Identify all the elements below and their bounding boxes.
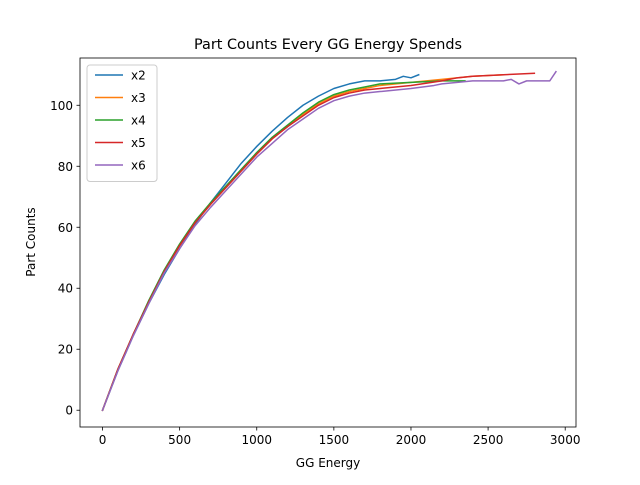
y-tick-label: 100	[50, 99, 73, 113]
x-tick-label: 0	[99, 433, 107, 447]
y-tick-label: 60	[58, 221, 73, 235]
y-tick-label: 20	[58, 343, 73, 357]
y-tick-label: 0	[65, 404, 73, 418]
legend-label-x3: x3	[131, 91, 146, 105]
y-tick-label: 80	[58, 160, 73, 174]
x-tick-label: 1000	[241, 433, 272, 447]
x-tick-label: 2000	[396, 433, 427, 447]
legend-label-x2: x2	[131, 69, 146, 83]
legend-box	[86, 64, 158, 182]
legend-label-x6: x6	[131, 159, 146, 173]
legend: x2 x3 x4 x5 x6	[86, 64, 158, 182]
chart-title: Part Counts Every GG Energy Spends	[194, 37, 462, 53]
legend-label-x4: x4	[131, 114, 146, 128]
series-line-x6	[101, 70, 557, 412]
x-tick-label: 2500	[473, 433, 504, 447]
series-line-x5	[101, 72, 536, 412]
x-axis-label: GG Energy	[296, 456, 360, 470]
y-tick-label: 40	[58, 282, 73, 296]
legend-label-x5: x5	[131, 136, 146, 150]
y-axis-label: Part Counts	[24, 207, 38, 276]
x-tick-label: 1500	[319, 433, 350, 447]
x-tick-label: 3000	[550, 433, 581, 447]
plot-area: 0 500 1000 1500 2000 2500 3000 0 20 40 60 80 100	[50, 57, 581, 447]
x-tick-label: 500	[168, 433, 191, 447]
axes-frame	[79, 57, 577, 428]
